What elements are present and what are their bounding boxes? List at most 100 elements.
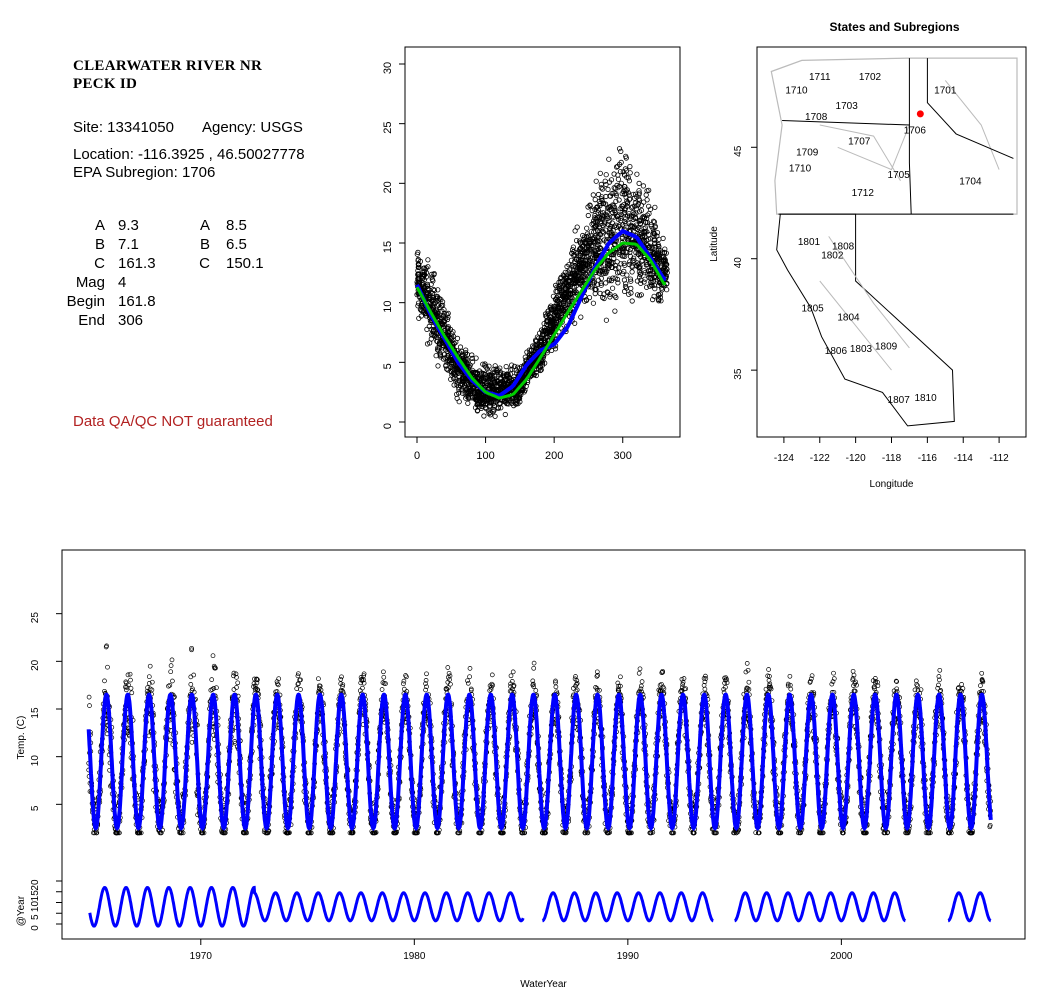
raw-point [381, 674, 387, 680]
data-point [651, 293, 657, 299]
data-point [660, 235, 666, 241]
data-point [643, 192, 649, 198]
site-id: Site: 13341050 [73, 119, 174, 136]
data-point [538, 339, 545, 345]
epa-subregion: EPA Subregion: 1706 [73, 164, 216, 181]
y-tick-label: 25 [382, 122, 394, 134]
y-tick-label: 0 [382, 423, 394, 429]
data-point [642, 276, 648, 282]
region-label: 1710 [785, 85, 808, 96]
data-point [638, 280, 644, 286]
data-point [454, 395, 460, 401]
data-point [484, 366, 490, 372]
raw-point [401, 686, 407, 692]
raw-point [489, 672, 495, 678]
data-point [613, 198, 619, 204]
data-point [615, 163, 621, 169]
data-point [557, 282, 563, 288]
data-point [652, 286, 658, 292]
data-point [584, 225, 590, 231]
raw-point [209, 677, 215, 682]
data-point [664, 270, 670, 276]
param2-label: B [199, 236, 210, 253]
data-point [537, 330, 543, 336]
data-point [595, 191, 602, 198]
data-point [597, 290, 603, 296]
data-point [612, 308, 618, 314]
data-point [469, 355, 475, 361]
raw-point [168, 669, 174, 675]
data-point [654, 230, 661, 236]
x-axis-label: Longitude [870, 479, 914, 490]
data-point [615, 176, 622, 182]
data-point [627, 164, 633, 170]
region-label: 1708 [805, 112, 828, 123]
data-point [633, 210, 639, 216]
data-point [553, 288, 559, 294]
data-point [577, 267, 584, 273]
raw-point [465, 680, 471, 686]
raw-point [381, 669, 386, 675]
data-point [586, 294, 593, 301]
data-point [445, 328, 451, 335]
data-point [502, 411, 508, 418]
data-point [613, 164, 620, 170]
data-point [646, 211, 652, 217]
data-point [583, 272, 589, 278]
data-point [572, 228, 578, 234]
data-point [598, 185, 604, 191]
y-axis-label: Temp. (C) [16, 716, 27, 760]
data-point [489, 397, 495, 403]
data-point [637, 271, 643, 278]
station-name-line2: PECK ID [73, 76, 138, 92]
data-point [445, 352, 451, 359]
data-point [624, 198, 630, 204]
data-point [649, 296, 656, 303]
raw-point [316, 676, 321, 682]
raw-point [168, 663, 174, 668]
data-point [422, 283, 428, 289]
data-point [616, 146, 623, 152]
param2-value: 6.5 [226, 236, 247, 253]
raw-point [169, 657, 175, 663]
y-tick-label: 15 [382, 241, 394, 253]
data-point [656, 244, 662, 250]
raw-point [446, 670, 452, 676]
raw-point [86, 694, 92, 700]
data-point [648, 222, 654, 228]
year-y-tick-label: 20 [30, 879, 41, 891]
region-label: 1702 [859, 72, 882, 83]
data-point [590, 192, 596, 198]
data-point [526, 347, 532, 353]
x-tick-label: 300 [614, 450, 632, 462]
station-name-line1: CLEARWATER RIVER NR [73, 58, 263, 74]
data-point [418, 313, 424, 319]
data-point [585, 212, 591, 219]
data-point [433, 353, 439, 359]
data-point [473, 355, 479, 361]
param-label: Begin [66, 293, 105, 310]
data-point [542, 311, 549, 317]
region-label: 1704 [959, 177, 982, 188]
x-tick-label: 1990 [617, 951, 640, 962]
data-point [629, 298, 635, 304]
data-point [624, 272, 630, 278]
data-point [481, 413, 487, 419]
data-point [619, 205, 625, 212]
raw-point [467, 666, 473, 671]
region-label: 1801 [798, 237, 821, 248]
region-label: 1807 [888, 395, 911, 406]
data-point [568, 257, 575, 263]
data-point [492, 413, 498, 419]
x-tick-label: 0 [414, 450, 420, 462]
data-point [664, 287, 670, 293]
data-point [533, 372, 539, 379]
data-point [603, 172, 609, 178]
data-point [500, 371, 507, 377]
data-point [465, 400, 471, 406]
data-point [625, 175, 632, 181]
data-point [426, 287, 432, 293]
data-point [431, 326, 437, 333]
raw-point [533, 688, 539, 693]
